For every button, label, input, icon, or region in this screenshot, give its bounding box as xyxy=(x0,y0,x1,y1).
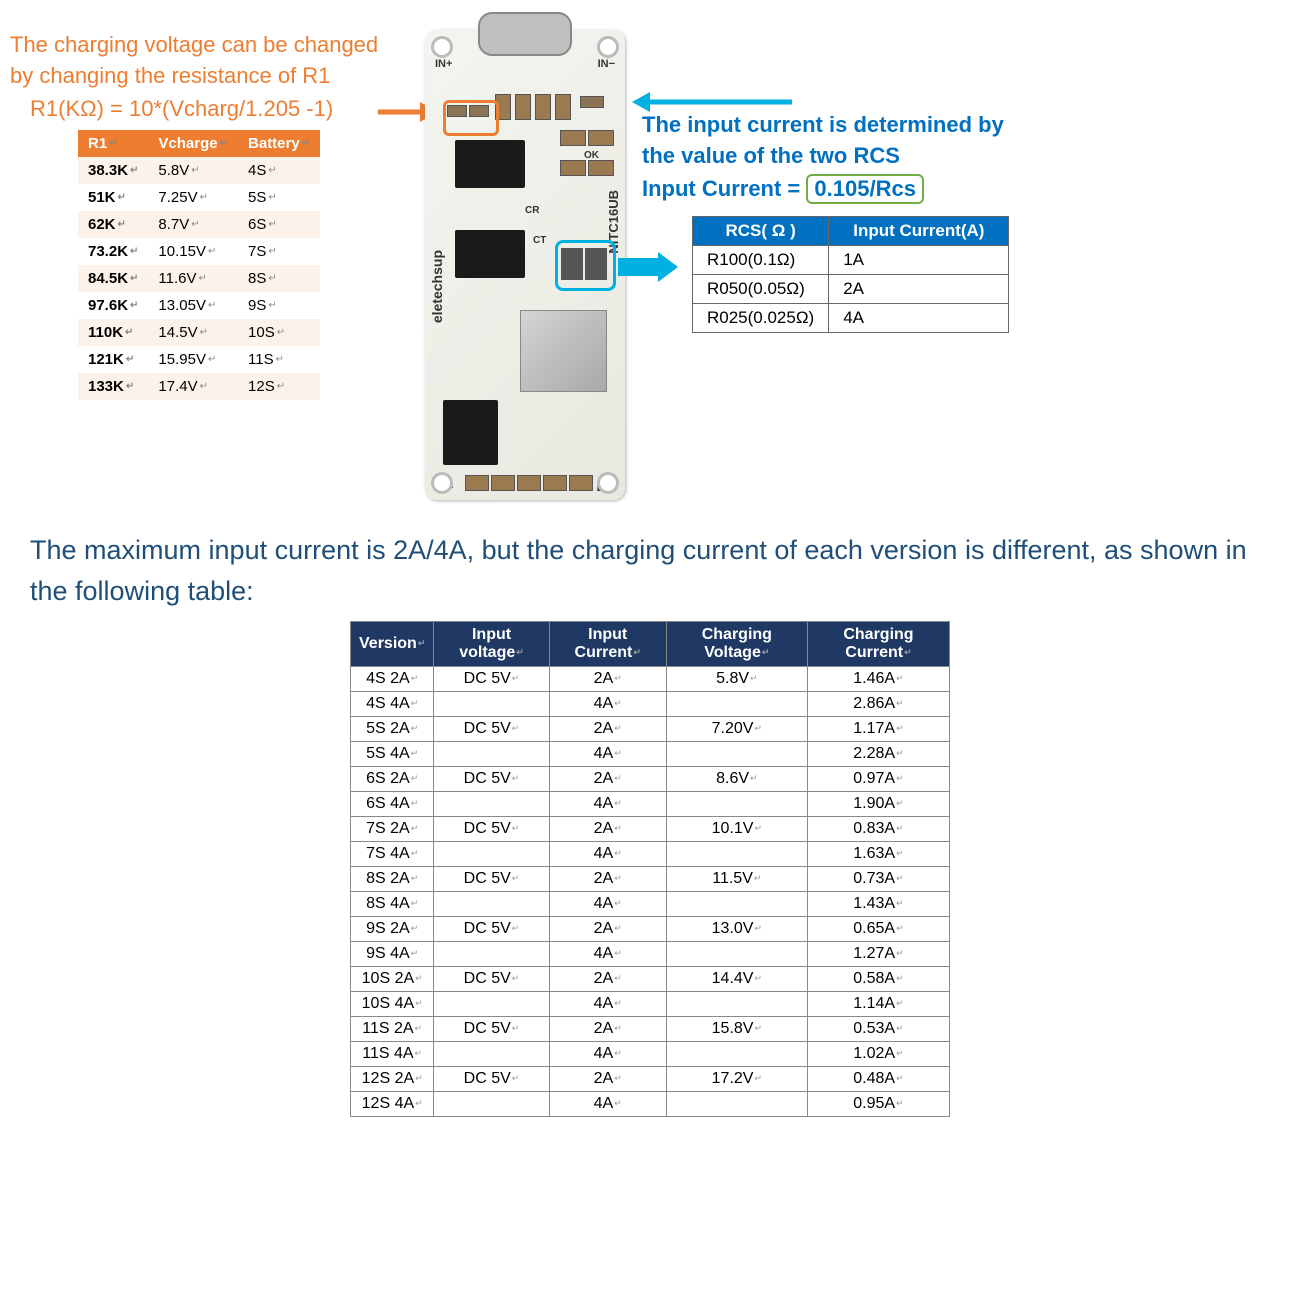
table-row: 12S 2A↵DC 5V↵2A↵17.2V↵0.48A↵ xyxy=(351,1067,950,1092)
label-brand: eletechsup xyxy=(429,250,445,323)
main-table: Version↵Input voltage↵Input Current↵Char… xyxy=(350,621,950,1117)
table-row: 9S 2A↵DC 5V↵2A↵13.0V↵0.65A↵ xyxy=(351,917,950,942)
table-row: 5S 4A↵4A↵2.28A↵ xyxy=(351,742,950,767)
r1-formula: R1(KΩ) = 10*(Vcharg/1.205 -1) xyxy=(30,96,390,122)
r1-th-0: R1↵ xyxy=(78,130,148,157)
table-row: 11S 4A↵4A↵1.02A↵ xyxy=(351,1042,950,1067)
r1-note-line1: The charging voltage can be changed xyxy=(10,30,390,61)
table-row: 8S 4A↵4A↵1.43A↵ xyxy=(351,892,950,917)
table-row: 11S 2A↵DC 5V↵2A↵15.8V↵0.53A↵ xyxy=(351,1017,950,1042)
table-row: 6S 2A↵DC 5V↵2A↵8.6V↵0.97A↵ xyxy=(351,767,950,792)
rcs-note-line1: The input current is determined by xyxy=(642,110,1092,141)
usb-c-connector xyxy=(478,12,572,56)
table-row: 6S 4A↵4A↵1.90A↵ xyxy=(351,792,950,817)
top-section: The charging voltage can be changed by c… xyxy=(10,10,1290,510)
label-in-minus: IN− xyxy=(598,58,615,70)
table-row: 5S 2A↵DC 5V↵2A↵7.20V↵1.17A↵ xyxy=(351,717,950,742)
main-th: Charging Current↵ xyxy=(807,622,949,667)
table-row: 38.3K↵5.8V↵4S↵ xyxy=(78,157,320,184)
table-row: 97.6K↵13.05V↵9S↵ xyxy=(78,292,320,319)
r1-table: R1↵ Vcharge↵ Battery↵ 38.3K↵5.8V↵4S↵51K↵… xyxy=(78,130,320,400)
inductor xyxy=(520,310,607,392)
table-row: 4S 4A↵4A↵2.86A↵ xyxy=(351,692,950,717)
rcs-note-line2: the value of the two RCS xyxy=(642,141,1092,172)
table-row: R100(0.1Ω)1A xyxy=(693,245,1009,274)
table-row: 7S 2A↵DC 5V↵2A↵10.1V↵0.83A↵ xyxy=(351,817,950,842)
table-row: 7S 4A↵4A↵1.63A↵ xyxy=(351,842,950,867)
table-row: 73.2K↵10.15V↵7S↵ xyxy=(78,238,320,265)
table-row: 4S 2A↵DC 5V↵2A↵5.8V↵1.46A↵ xyxy=(351,667,950,692)
rcs-th-0: RCS( Ω ) xyxy=(693,216,829,245)
table-row: 84.5K↵11.6V↵8S↵ xyxy=(78,265,320,292)
table-row: 133K↵17.4V↵12S↵ xyxy=(78,373,320,400)
table-row: 10S 2A↵DC 5V↵2A↵14.4V↵0.58A↵ xyxy=(351,967,950,992)
label-cr: CR xyxy=(525,205,539,216)
label-ct: CT xyxy=(533,235,546,246)
main-th: Input Current↵ xyxy=(549,622,666,667)
table-row: 10S 4A↵4A↵1.14A↵ xyxy=(351,992,950,1017)
table-row: R050(0.05Ω)2A xyxy=(693,274,1009,303)
left-column: The charging voltage can be changed by c… xyxy=(10,30,390,400)
main-th: Version↵ xyxy=(351,622,434,667)
r1-highlight-box xyxy=(443,100,499,136)
rcs-th-1: Input Current(A) xyxy=(829,216,1009,245)
r1-th-1: Vcharge↵ xyxy=(148,130,238,157)
rcs-highlight-box xyxy=(555,240,616,291)
table-row: R025(0.025Ω)4A xyxy=(693,303,1009,332)
rcs-table: RCS( Ω ) Input Current(A) R100(0.1Ω)1AR0… xyxy=(692,216,1009,333)
table-row: 12S 4A↵4A↵0.95A↵ xyxy=(351,1092,950,1117)
right-column: The input current is determined by the v… xyxy=(642,110,1092,333)
label-in-plus: IN+ xyxy=(435,58,452,70)
table-row: 8S 2A↵DC 5V↵2A↵11.5V↵0.73A↵ xyxy=(351,867,950,892)
table-row: 51K↵7.25V↵5S↵ xyxy=(78,184,320,211)
pcb-board: IN+ IN− B+ B− eletechsup NITC16UB OK CR … xyxy=(425,10,625,500)
rcs-formula: Input Current = 0.105/Rcs xyxy=(642,174,1092,204)
r1-th-2: Battery↵ xyxy=(238,130,320,157)
mid-paragraph: The maximum input current is 2A/4A, but … xyxy=(30,530,1270,611)
table-row: 9S 4A↵4A↵1.27A↵ xyxy=(351,942,950,967)
r1-note-line2: by changing the resistance of R1 xyxy=(10,61,390,92)
table-row: 62K↵8.7V↵6S↵ xyxy=(78,211,320,238)
main-th: Charging Voltage↵ xyxy=(666,622,807,667)
table-row: 121K↵15.95V↵11S↵ xyxy=(78,346,320,373)
table-row: 110K↵14.5V↵10S↵ xyxy=(78,319,320,346)
main-th: Input voltage↵ xyxy=(434,622,549,667)
